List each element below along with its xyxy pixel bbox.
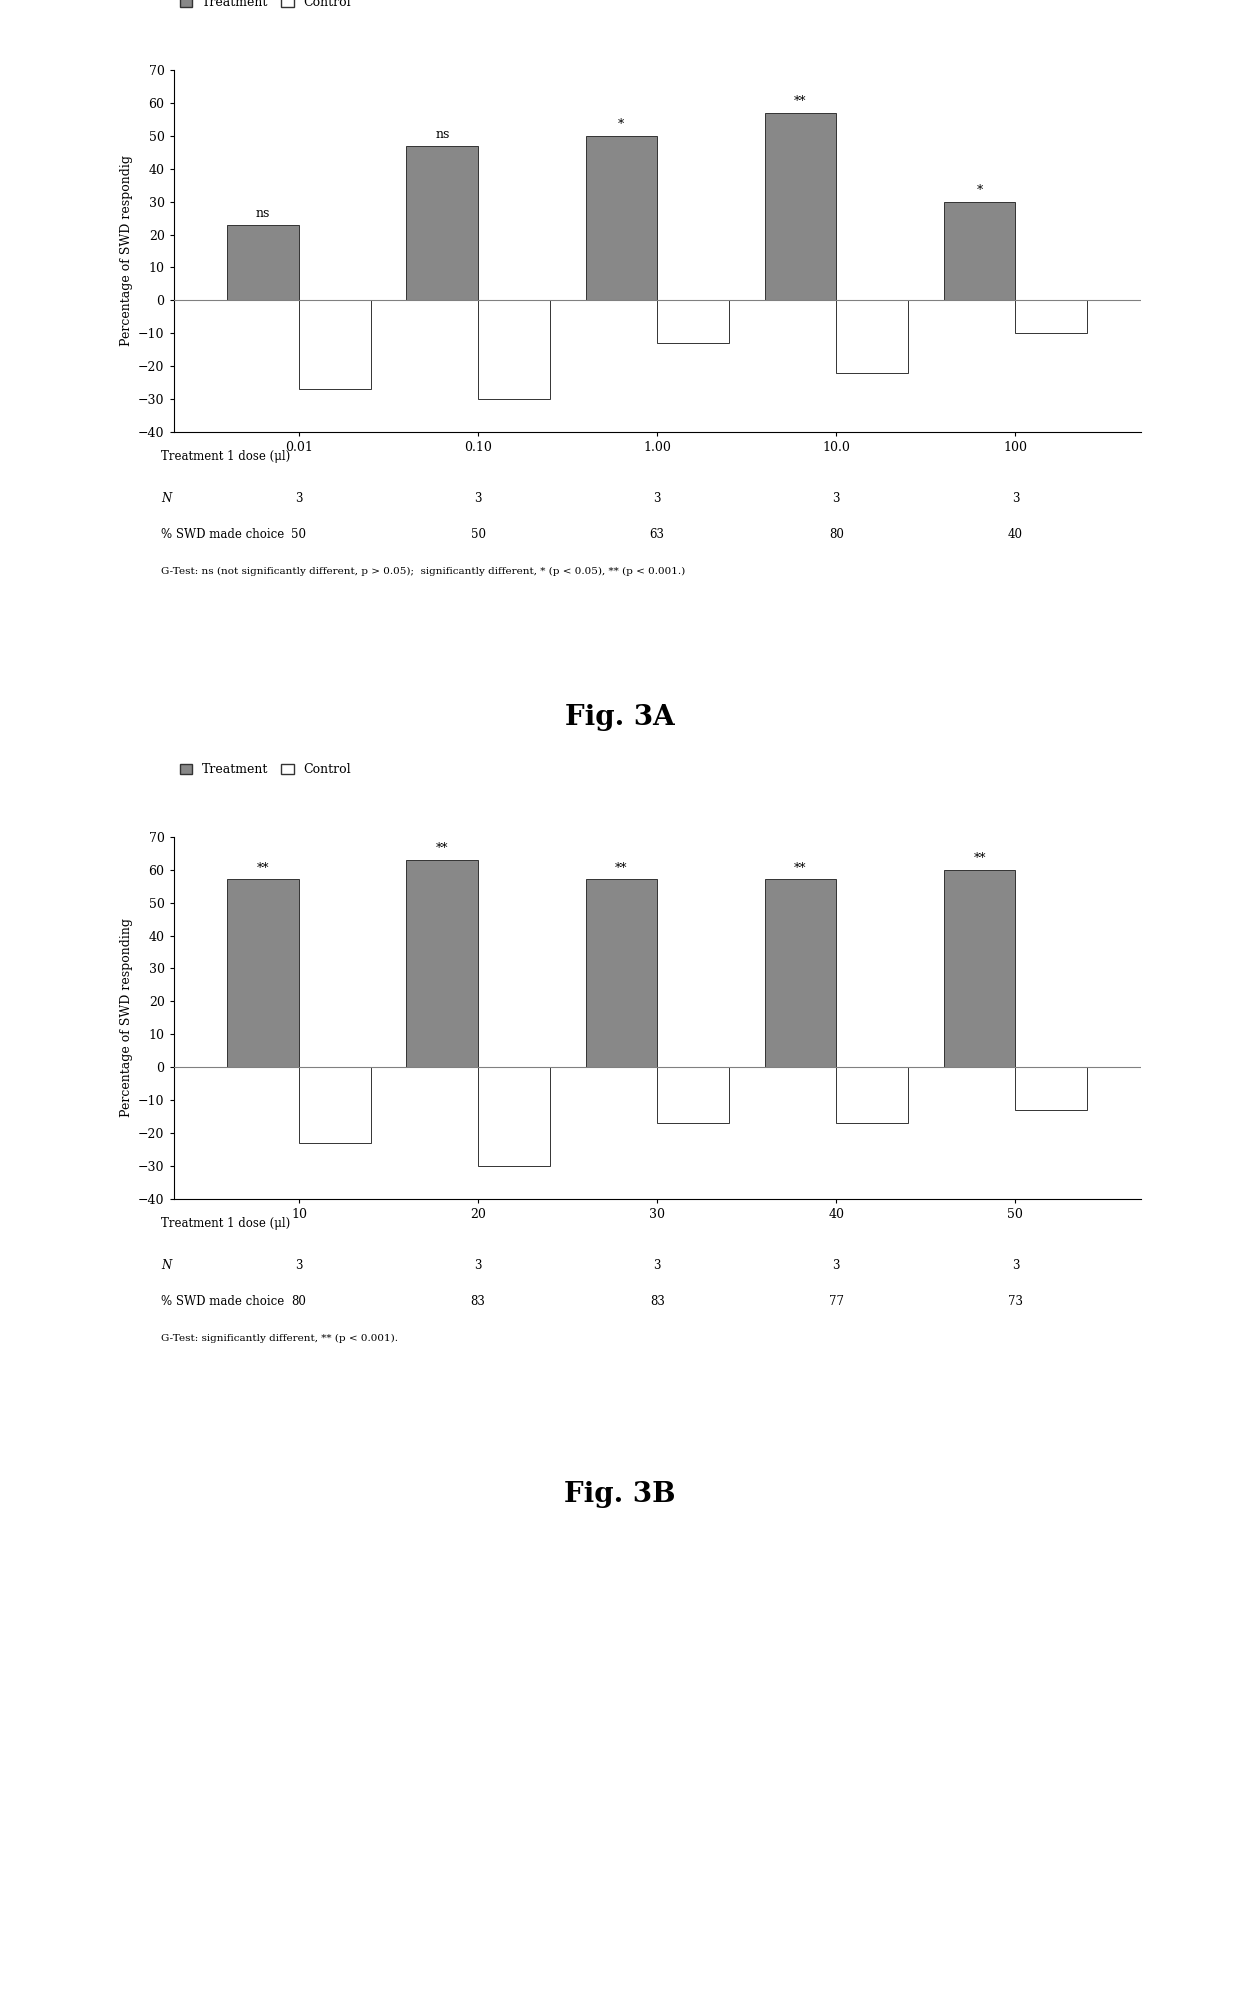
Text: 3: 3 [653, 492, 661, 506]
Text: **: ** [795, 863, 807, 874]
Bar [1016, 1068, 1087, 1110]
Bar [227, 225, 299, 301]
Bar [836, 301, 908, 373]
Text: Fig. 3B: Fig. 3B [564, 1480, 676, 1508]
Text: 80: 80 [291, 1295, 306, 1309]
Y-axis label: Percentage of SWD responding: Percentage of SWD responding [119, 918, 133, 1118]
Text: 3: 3 [475, 1259, 482, 1273]
Text: Treatment 1 dose (μl): Treatment 1 dose (μl) [161, 1217, 290, 1231]
Bar [479, 1068, 549, 1165]
Text: 3: 3 [1012, 492, 1019, 506]
Text: % SWD made choice: % SWD made choice [161, 1295, 284, 1309]
Text: 83: 83 [471, 1295, 486, 1309]
Text: **: ** [257, 863, 269, 874]
Text: G-Test: ns (not significantly different, p > 0.05);  significantly different, * : G-Test: ns (not significantly different,… [161, 568, 686, 576]
Text: **: ** [973, 853, 986, 865]
Text: Fig. 3A: Fig. 3A [565, 703, 675, 731]
Text: 3: 3 [475, 492, 482, 506]
Text: *: * [976, 183, 983, 197]
Bar [299, 301, 371, 388]
Bar [299, 1068, 371, 1143]
Text: 73: 73 [1008, 1295, 1023, 1309]
Text: ns: ns [435, 127, 449, 141]
Text: N: N [161, 1259, 171, 1273]
Text: **: ** [615, 863, 627, 874]
Text: 3: 3 [1012, 1259, 1019, 1273]
Bar [585, 880, 657, 1068]
Bar [407, 145, 479, 301]
Bar [657, 1068, 729, 1123]
Bar [227, 880, 299, 1068]
Bar [407, 861, 479, 1068]
Text: 80: 80 [828, 528, 843, 542]
Bar [944, 201, 1016, 301]
Text: Treatment 1 dose (μl): Treatment 1 dose (μl) [161, 450, 290, 464]
Text: 50: 50 [291, 528, 306, 542]
Bar [657, 301, 729, 343]
Bar [1016, 301, 1087, 333]
Y-axis label: Percentage of SWD respondig: Percentage of SWD respondig [119, 155, 133, 347]
Text: 50: 50 [471, 528, 486, 542]
Text: 40: 40 [1008, 528, 1023, 542]
Text: **: ** [795, 96, 807, 108]
Bar [765, 880, 836, 1068]
Text: 3: 3 [295, 492, 303, 506]
Bar [765, 114, 836, 301]
Text: 3: 3 [653, 1259, 661, 1273]
Bar [944, 871, 1016, 1068]
Text: 3: 3 [832, 1259, 839, 1273]
Text: G-Test: significantly different, ** (p < 0.001).: G-Test: significantly different, ** (p <… [161, 1335, 398, 1343]
Bar [585, 135, 657, 301]
Legend: Treatment, Control: Treatment, Control [180, 0, 351, 10]
Text: ns: ns [255, 207, 270, 219]
Text: % SWD made choice: % SWD made choice [161, 528, 284, 542]
Text: 77: 77 [828, 1295, 843, 1309]
Legend: Treatment, Control: Treatment, Control [180, 763, 351, 777]
Text: N: N [161, 492, 171, 506]
Text: *: * [619, 118, 625, 131]
Bar [836, 1068, 908, 1123]
Text: 83: 83 [650, 1295, 665, 1309]
Text: 63: 63 [650, 528, 665, 542]
Bar [479, 301, 549, 398]
Text: 3: 3 [295, 1259, 303, 1273]
Text: 3: 3 [832, 492, 839, 506]
Text: **: ** [436, 843, 449, 855]
